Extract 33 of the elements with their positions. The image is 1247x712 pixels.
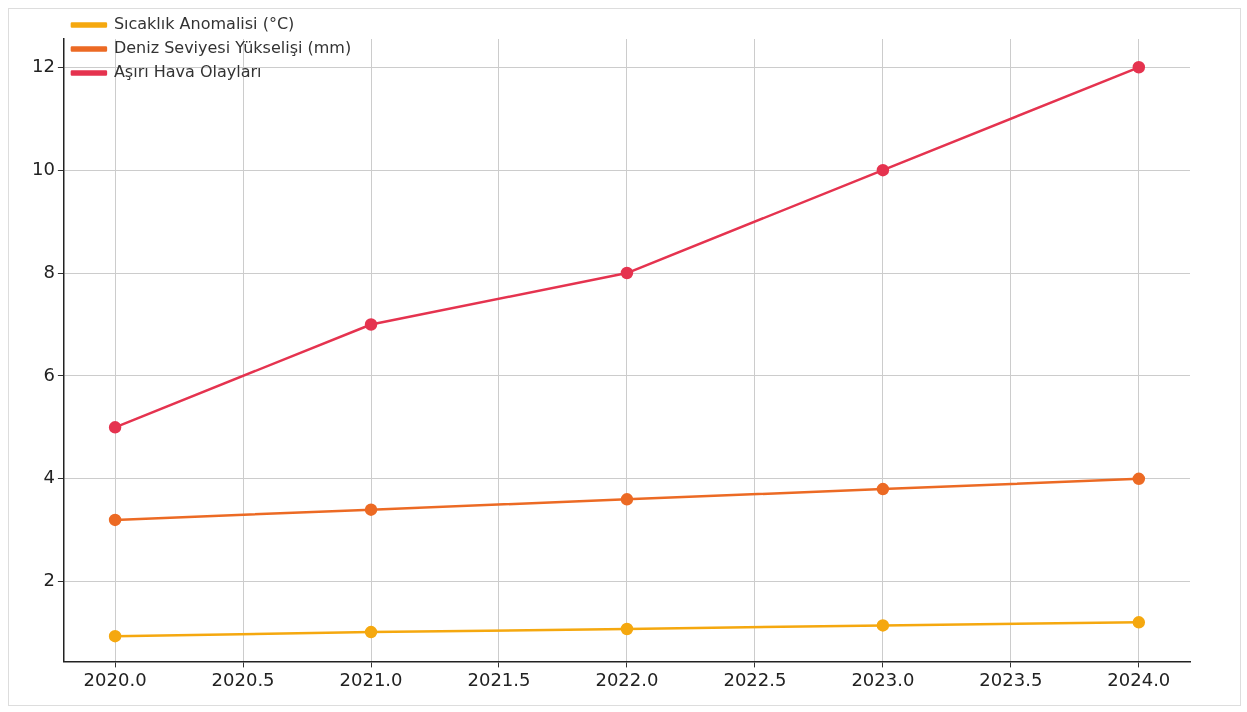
point [364,318,378,331]
point [876,619,890,632]
point [364,625,378,639]
x-tick-label: 2023.5 [979,668,1043,690]
y-tick-label: 10 [32,157,55,179]
y-tick-label: 6 [43,363,55,385]
point [108,513,122,527]
x-tick-label: 2020.0 [83,668,147,690]
point [620,493,634,506]
y-tick-label: 4 [43,466,55,488]
point [108,421,122,434]
legend-label: Sıcaklık Anomalisi (°C) [113,14,295,34]
y-tick-label: 2 [43,569,55,591]
point [1132,616,1146,629]
point [620,622,634,636]
point [108,629,122,643]
x-tick-label: 2021.0 [339,668,403,690]
x-tick-label: 2020.5 [211,668,275,690]
point [364,503,378,516]
point [1132,61,1146,74]
x-tick-label: 2021.5 [467,668,531,690]
x-tick-label: 2022.0 [595,668,659,690]
x-tick-label: 2024.0 [1107,668,1171,690]
x-tick-label: 2023.0 [851,668,915,690]
y-tick-label: 8 [43,260,55,282]
y-tick-label: 12 [32,54,55,76]
x-tick-label: 2022.5 [723,668,787,690]
point [620,266,634,280]
legend-label: Deniz Seviyesi Yükselişi (mm) [113,38,352,58]
point [876,163,890,177]
point [1132,472,1146,486]
legend-label: Aşırı Hava Olayları [113,62,262,82]
point [876,482,890,496]
